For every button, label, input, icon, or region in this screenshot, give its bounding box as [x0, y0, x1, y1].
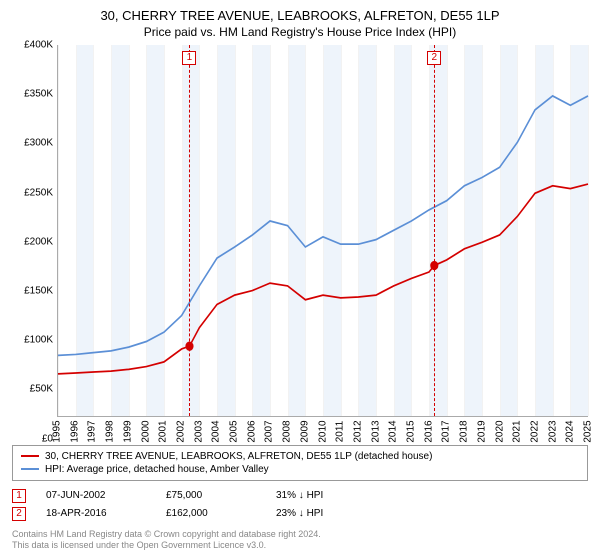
sale-marker-box: 1	[182, 51, 196, 65]
sale-row: 1 07-JUN-2002£75,00031% ↓ HPI	[12, 487, 588, 505]
x-tick-label: 2012	[352, 420, 363, 442]
x-tick-label: 2011	[335, 420, 346, 442]
page-title: 30, CHERRY TREE AVENUE, LEABROOKS, ALFRE…	[12, 8, 588, 23]
y-tick-label: £350K	[24, 89, 53, 100]
sale-marker-box: 2	[427, 51, 441, 65]
chart: £0£50K£100K£150K£200K£250K£300K£350K£400…	[12, 45, 588, 439]
plot-area: 12	[57, 45, 588, 417]
x-tick-label: 1998	[105, 420, 116, 442]
sale-reference-line	[189, 45, 190, 416]
x-tick-label: 2015	[406, 420, 417, 442]
x-tick-label: 2009	[299, 420, 310, 442]
sale-row-date: 18-APR-2016	[46, 508, 166, 519]
legend-swatch	[21, 455, 39, 457]
x-tick-label: 2008	[282, 420, 293, 442]
y-tick-label: £150K	[24, 286, 53, 297]
series-property	[58, 184, 588, 374]
x-tick-label: 2007	[264, 420, 275, 442]
page-subtitle: Price paid vs. HM Land Registry's House …	[12, 25, 588, 39]
sale-row-marker: 2	[12, 507, 26, 521]
y-tick-label: £300K	[24, 138, 53, 149]
y-axis: £0£50K£100K£150K£200K£250K£300K£350K£400…	[12, 45, 57, 439]
x-tick-label: 1997	[87, 420, 98, 442]
sale-row-price: £162,000	[166, 508, 276, 519]
x-tick-label: 2022	[529, 420, 540, 442]
x-tick-label: 1995	[52, 420, 63, 442]
line-chart-svg	[58, 45, 588, 416]
y-tick-label: £400K	[24, 40, 53, 51]
x-tick-label: 2013	[370, 420, 381, 442]
x-tick-label: 2002	[175, 420, 186, 442]
sale-row-delta: 31% ↓ HPI	[276, 490, 386, 501]
footnote-line: This data is licensed under the Open Gov…	[12, 540, 588, 552]
x-tick-label: 2000	[140, 420, 151, 442]
sale-row-delta: 23% ↓ HPI	[276, 508, 386, 519]
x-tick-label: 2005	[229, 420, 240, 442]
x-tick-label: 2016	[423, 420, 434, 442]
x-tick-label: 2004	[211, 420, 222, 442]
x-tick-label: 2017	[441, 420, 452, 442]
x-tick-label: 2010	[317, 420, 328, 442]
y-tick-label: £50K	[30, 384, 53, 395]
sale-row: 2 18-APR-2016£162,00023% ↓ HPI	[12, 505, 588, 523]
x-tick-label: 2014	[388, 420, 399, 442]
x-tick-label: 1999	[122, 420, 133, 442]
legend-swatch	[21, 468, 39, 470]
y-tick-label: £250K	[24, 187, 53, 198]
x-tick-label: 2006	[246, 420, 257, 442]
footnote: Contains HM Land Registry data © Crown c…	[12, 529, 588, 552]
x-axis: 1995199619971998199920002001200220032004…	[57, 417, 588, 439]
sale-reference-line	[434, 45, 435, 416]
x-tick-label: 2021	[512, 420, 523, 442]
legend-label: 30, CHERRY TREE AVENUE, LEABROOKS, ALFRE…	[45, 451, 432, 462]
x-tick-label: 2018	[459, 420, 470, 442]
x-tick-label: 2024	[565, 420, 576, 442]
legend-label: HPI: Average price, detached house, Ambe…	[45, 464, 269, 475]
sale-row-date: 07-JUN-2002	[46, 490, 166, 501]
x-tick-label: 2001	[158, 420, 169, 442]
x-tick-label: 2003	[193, 420, 204, 442]
y-tick-label: £100K	[24, 335, 53, 346]
x-tick-label: 1996	[69, 420, 80, 442]
footnote-line: Contains HM Land Registry data © Crown c…	[12, 529, 588, 541]
x-tick-label: 2023	[547, 420, 558, 442]
y-tick-label: £200K	[24, 236, 53, 247]
legend-row: 30, CHERRY TREE AVENUE, LEABROOKS, ALFRE…	[21, 450, 579, 463]
x-tick-label: 2019	[476, 420, 487, 442]
sale-row-price: £75,000	[166, 490, 276, 501]
x-tick-label: 2020	[494, 420, 505, 442]
x-tick-label: 2025	[583, 420, 594, 442]
legend: 30, CHERRY TREE AVENUE, LEABROOKS, ALFRE…	[12, 445, 588, 481]
gridline	[588, 45, 589, 416]
legend-row: HPI: Average price, detached house, Ambe…	[21, 463, 579, 476]
sale-row-marker: 1	[12, 489, 26, 503]
sales-table: 1 07-JUN-2002£75,00031% ↓ HPI 2 18-APR-2016…	[12, 487, 588, 523]
